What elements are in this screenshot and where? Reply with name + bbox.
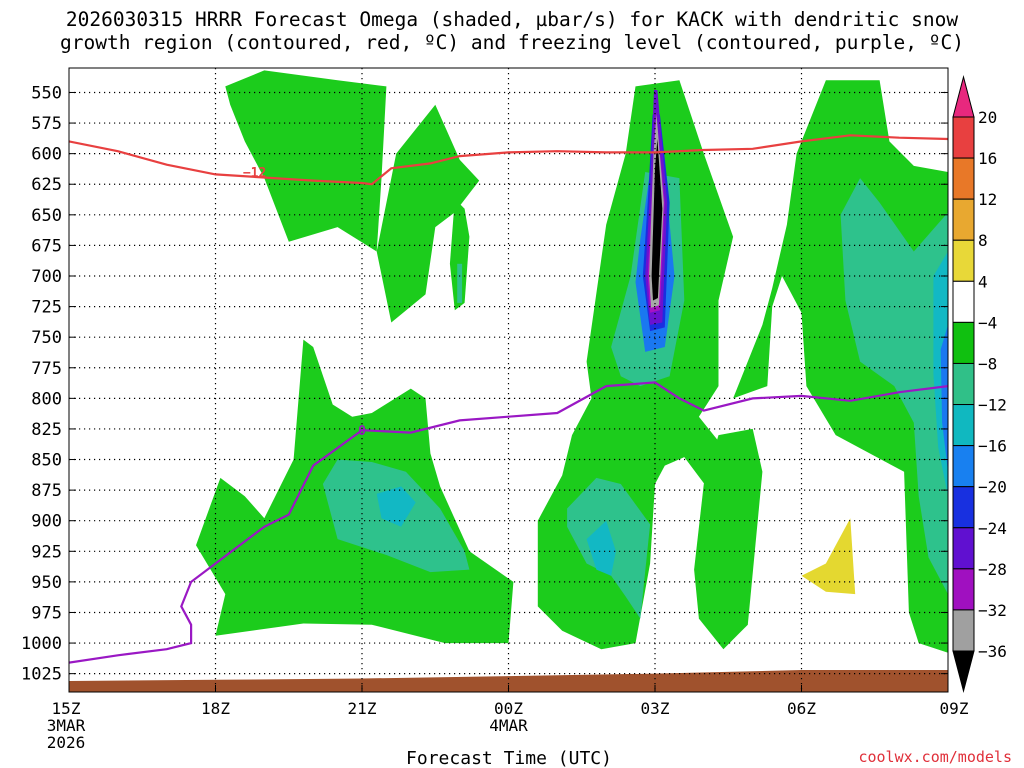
colorbar-label-0: 20 — [978, 108, 997, 127]
x-tick-label-15Z: 15Z — [52, 699, 81, 718]
dgz-contour-line — [69, 134, 948, 186]
colorbar-label-3: 8 — [978, 231, 988, 250]
dgz-contour-label: −12 — [243, 166, 266, 181]
omega-region-yellow-wedge — [801, 518, 856, 595]
x-tick-label-06Z: 06Z — [787, 699, 816, 718]
colorbar-label-10: −24 — [978, 519, 1007, 538]
colorbar-swatch-3 — [952, 239, 975, 282]
chart-title-line1: 2026030315 HRRR Forecast Omega (shaded, … — [65, 8, 959, 31]
colorbar-swatch-11 — [952, 568, 975, 611]
terrain-fill — [69, 670, 948, 692]
y-tick-label-725: 725 — [31, 298, 62, 318]
colorbar-label-6: −8 — [978, 354, 997, 373]
y-tick-label-925: 925 — [31, 542, 62, 562]
contours: −12 0 — [69, 134, 948, 664]
y-tick-label-850: 850 — [31, 451, 62, 471]
y-tick-label-825: 825 — [31, 420, 62, 440]
y-tick-label-900: 900 — [31, 512, 62, 532]
colorbar-swatch-12 — [952, 609, 975, 652]
colorbar-top-arrow — [952, 75, 975, 118]
colorbar-label-2: 12 — [978, 190, 997, 209]
colorbar-label-4: 4 — [978, 272, 988, 291]
omega-region-main-lower-cyan — [586, 520, 616, 576]
x-tick-label-09Z: 09Z — [940, 699, 969, 718]
colorbar: 20 16 12 8 4 −4 −8 −12 −16 −20 −24 −28 −32 −36 — [952, 75, 1007, 693]
y-tick-label-1025: 1025 — [21, 665, 62, 685]
omega-region-cell-far-right-teal — [840, 178, 948, 595]
freezing-level-contour-line — [69, 381, 948, 664]
y-tick-label-550: 550 — [31, 83, 62, 103]
y-tick-label-650: 650 — [31, 206, 62, 226]
colorbar-label-1: 16 — [978, 149, 997, 168]
y-tick-label-625: 625 — [31, 175, 62, 195]
omega-region-main-black — [651, 139, 663, 301]
y-tick-label-875: 875 — [31, 481, 62, 501]
colorbar-swatch-0 — [952, 116, 975, 159]
colorbar-swatch-10 — [952, 527, 975, 570]
colorbar-swatch-2 — [952, 198, 975, 241]
omega-region-cell-low-center-cyan — [376, 486, 416, 527]
colorbar-swatch-7 — [952, 404, 975, 447]
y-tick-label-975: 975 — [31, 603, 62, 623]
x-tick-sublabel-2026: 2026 — [47, 733, 86, 752]
chart-title-line2: growth region (contoured, red, ºC) and f… — [60, 31, 964, 54]
x-tick-label-18Z: 18Z — [201, 699, 230, 718]
colorbar-label-11: −28 — [978, 560, 1007, 579]
credit-link[interactable]: coolwx.com/models — [858, 748, 1012, 766]
colorbar-swatch-6 — [952, 362, 975, 406]
y-tick-label-750: 750 — [31, 328, 62, 348]
omega-region-cell-far-right — [733, 80, 948, 653]
omega-region-cell-right-low — [694, 428, 763, 650]
colorbar-label-8: −16 — [978, 437, 1007, 456]
x-tick-label-21Z: 21Z — [348, 699, 377, 718]
colorbar-label-9: −20 — [978, 478, 1007, 497]
colorbar-swatch-1 — [952, 157, 975, 200]
colorbar-label-13: −36 — [978, 642, 1007, 661]
omega-region-cell-upper-center — [376, 104, 480, 323]
x-tick-sublabel-3MAR: 3MAR — [47, 716, 86, 735]
y-axis: 550 575 600 625 650 675 700 725 750 775 800 825 850 8… — [21, 83, 948, 685]
colorbar-label-12: −32 — [978, 601, 1007, 620]
chart-title: 2026030315 HRRR Forecast Omega (shaded, … — [0, 8, 1024, 54]
omega-region-cell-thin-column — [449, 198, 470, 311]
y-tick-label-675: 675 — [31, 236, 62, 256]
y-tick-label-575: 575 — [31, 114, 62, 134]
colorbar-swatch-8 — [952, 445, 975, 488]
colorbar-bottom-arrow — [952, 650, 975, 693]
omega-region-cell-upper-left — [225, 70, 387, 252]
colorbar-swatch-5 — [952, 321, 975, 364]
freezing-contour-label: 0 — [358, 424, 366, 439]
y-tick-label-700: 700 — [31, 267, 62, 287]
x-tick-label-03Z: 03Z — [641, 699, 670, 718]
x-tick-sublabel-4MAR: 4MAR — [489, 716, 528, 735]
y-tick-label-950: 950 — [31, 573, 62, 593]
colorbar-swatch-9 — [952, 486, 975, 529]
y-tick-label-775: 775 — [31, 359, 62, 379]
y-tick-label-1000: 1000 — [21, 634, 62, 654]
colorbar-swatch-4 — [952, 280, 975, 323]
colorbar-label-5: −4 — [978, 313, 997, 332]
y-tick-label-600: 600 — [31, 145, 62, 165]
omega-shading — [69, 70, 948, 692]
x-axis-label: Forecast Time (UTC) — [406, 748, 612, 768]
omega-region-cell-thin-column-teal — [457, 263, 463, 303]
y-tick-label-800: 800 — [31, 389, 62, 409]
grid — [69, 68, 948, 692]
colorbar-label-7: −12 — [978, 396, 1007, 415]
x-tick-label-00Z: 00Z — [494, 699, 523, 718]
